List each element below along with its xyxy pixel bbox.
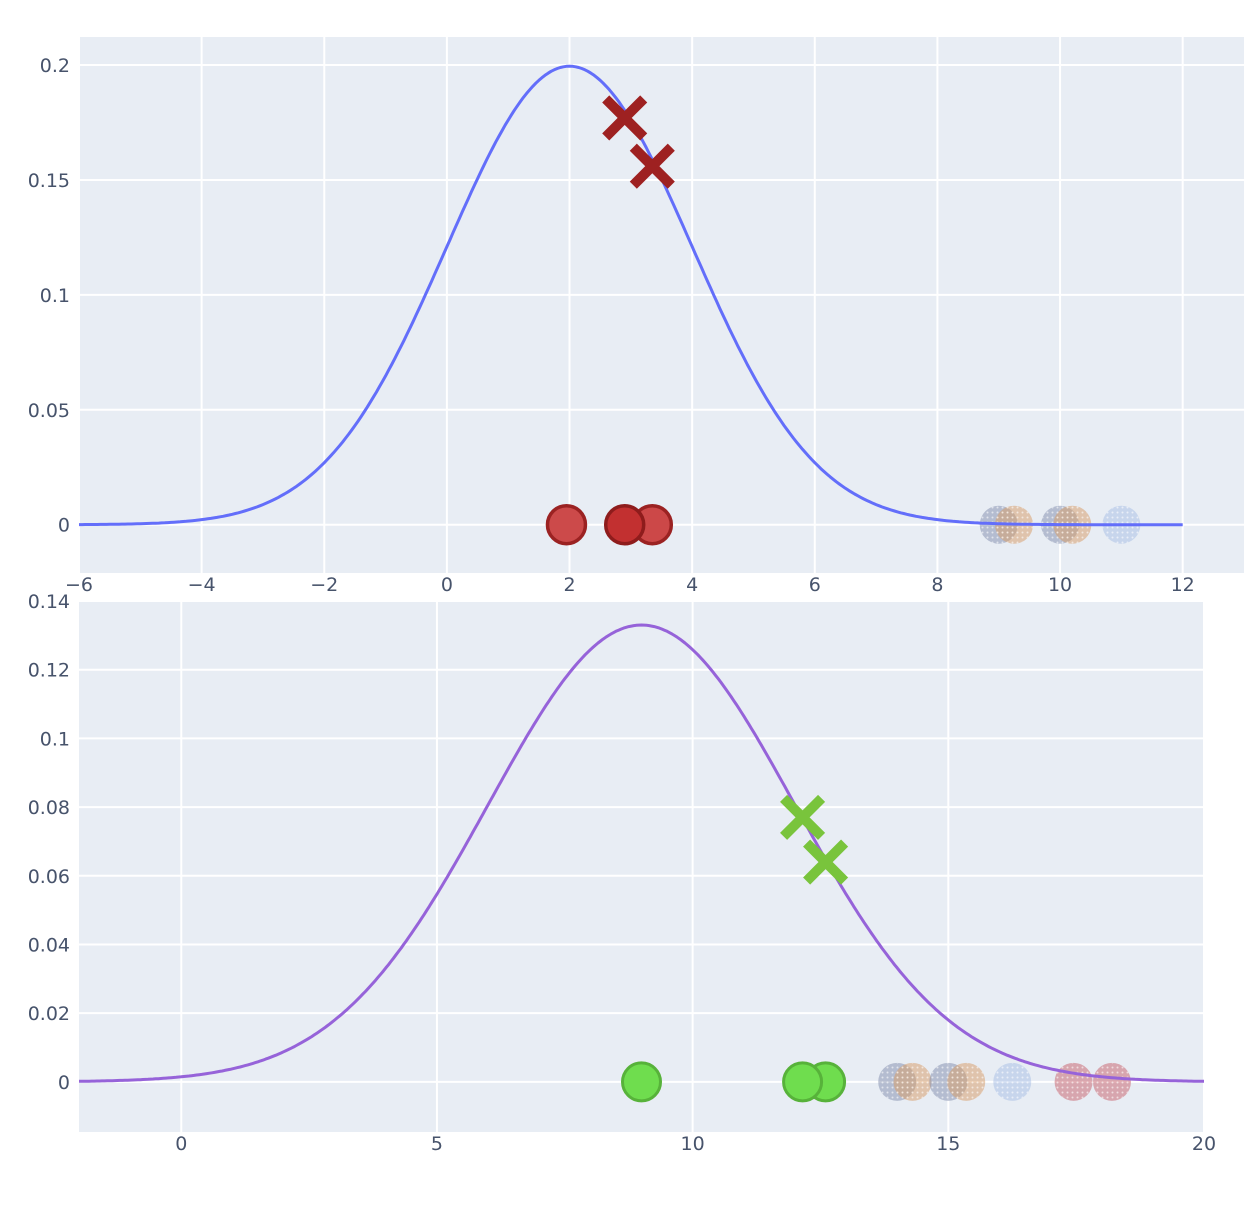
plot-area[interactable] <box>79 601 1204 1132</box>
x-tick-label: −2 <box>310 574 338 596</box>
y-tick-label: 0.2 <box>40 55 70 77</box>
sample-marker <box>545 503 588 546</box>
sample-marker <box>621 1061 662 1103</box>
x-tick-label: −4 <box>188 574 216 596</box>
x-tick-label: 0 <box>441 574 453 596</box>
y-tick-label: 0.08 <box>28 797 70 819</box>
x-tick-label: 12 <box>1171 574 1195 596</box>
x-tick-label: 6 <box>809 574 821 596</box>
y-tick-label: 0.14 <box>28 591 70 613</box>
y-tick-label: 0 <box>58 1072 70 1094</box>
cross-marker <box>629 143 675 189</box>
faded-sample-marker-texture <box>893 1062 932 1101</box>
faded-sample-marker-texture <box>1092 1062 1131 1101</box>
x-tick-label: 10 <box>681 1133 705 1155</box>
y-tick-label: 0.1 <box>40 728 70 750</box>
y-tick-label: 0.05 <box>28 400 70 422</box>
y-tick-label: 0.02 <box>28 1003 70 1025</box>
x-tick-label: 15 <box>936 1133 960 1155</box>
plot-area[interactable] <box>79 37 1244 573</box>
cross-marker <box>780 794 826 840</box>
y-tick-label: 0.15 <box>28 170 70 192</box>
cross-marker <box>602 95 648 141</box>
y-tick-label: 0.12 <box>28 660 70 682</box>
x-tick-label: 5 <box>431 1133 443 1155</box>
x-tick-label: 10 <box>1048 574 1072 596</box>
sample-marker <box>603 503 646 546</box>
x-tick-label: 8 <box>931 574 943 596</box>
x-tick-label: 2 <box>563 574 575 596</box>
y-tick-label: 0 <box>58 515 70 537</box>
faded-sample-marker-texture <box>947 1062 986 1101</box>
x-tick-label: 4 <box>686 574 698 596</box>
x-tick-label: 20 <box>1192 1133 1216 1155</box>
faded-sample-marker-texture <box>1054 1062 1093 1101</box>
y-tick-label: 0.06 <box>28 866 70 888</box>
x-tick-label: −6 <box>65 574 93 596</box>
faded-sample-marker-texture <box>993 1062 1032 1101</box>
x-tick-label: 0 <box>175 1133 187 1155</box>
y-tick-label: 0.1 <box>40 285 70 307</box>
gaussian-curve <box>79 623 1204 1083</box>
sample-marker <box>782 1061 824 1103</box>
y-tick-label: 0.04 <box>28 934 70 956</box>
cross-marker <box>803 839 849 885</box>
